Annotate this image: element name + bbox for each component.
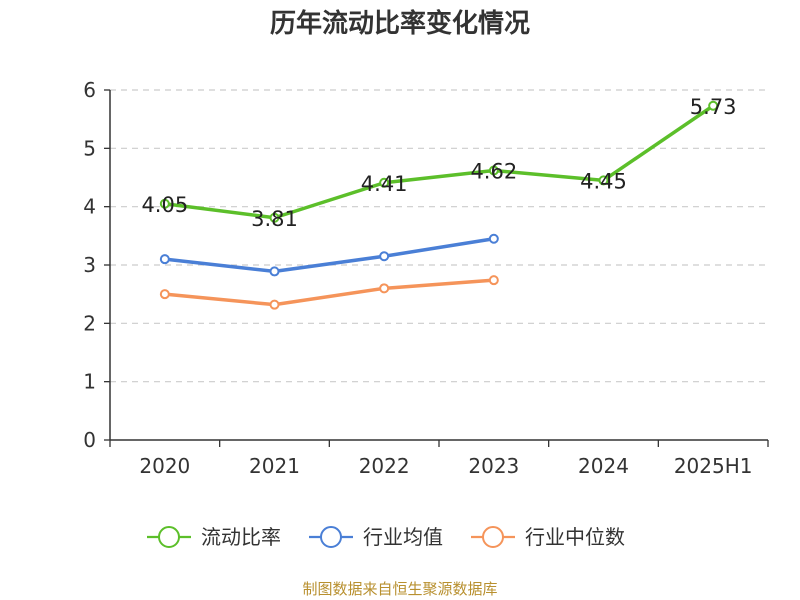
legend[interactable]: 流动比率 行业均值 行业中位数 [147,525,625,549]
x-tick-label: 2021 [249,454,300,478]
data-point[interactable] [379,177,390,188]
source-note: 制图数据来自恒生聚源数据库 [302,580,498,598]
data-label: 4.05 [141,193,188,217]
data-point[interactable] [708,100,719,111]
data-point[interactable] [488,275,499,286]
series-group: 4.05 3.81 4.41 4.62 4.45 5.73 [141,95,737,310]
y-tick-label: 4 [83,195,96,219]
legend-label: 行业均值 [363,525,443,549]
series-line [164,278,494,307]
series-0: 4.05 3.81 4.41 4.62 4.45 5.73 [141,95,736,231]
x-tick-label: 2023 [468,454,519,478]
x-tick-label: 2022 [359,454,410,478]
legend-marker-icon [320,526,342,548]
legend-label: 行业中位数 [525,525,625,549]
data-label: 4.62 [470,160,517,184]
data-point[interactable] [159,254,170,265]
data-point[interactable] [379,251,390,262]
axes: 0 1 2 3 4 5 6 2020 2021 2022 2023 2024 2025H1 [83,78,769,478]
data-point[interactable] [488,233,499,244]
legend-marker-icon [482,526,504,548]
series-2 [159,275,499,310]
data-point[interactable] [598,175,609,186]
legend-item-2[interactable]: 行业中位数 [471,525,625,549]
y-tick-label: 5 [83,136,96,160]
y-tick-label: 6 [83,78,96,102]
series-line [164,237,495,274]
data-label: 4.41 [361,172,408,196]
data-point[interactable] [379,283,390,294]
data-point[interactable] [269,299,280,310]
x-tick-label: 2025H1 [674,454,753,478]
data-label: 3.81 [251,207,298,231]
data-point[interactable] [269,212,280,223]
data-point[interactable] [269,266,280,277]
data-point[interactable] [488,165,499,176]
y-tick-label: 3 [83,253,96,277]
series-1 [159,233,499,277]
y-tick-label: 2 [83,311,96,335]
data-label: 5.73 [690,95,737,119]
y-tick-label: 1 [83,370,96,394]
legend-item-0[interactable]: 流动比率 [147,525,281,549]
legend-label: 流动比率 [201,525,281,549]
data-label: 4.45 [580,169,627,193]
chart-title: 历年流动比率变化情况 [270,8,530,39]
series-line [164,104,715,220]
data-point[interactable] [159,198,170,209]
data-point[interactable] [159,289,170,300]
y-tick-label: 0 [83,428,96,452]
legend-item-1[interactable]: 行业均值 [309,525,443,549]
x-tick-label: 2024 [578,454,629,478]
legend-marker-icon [158,526,180,548]
x-tick-label: 2020 [139,454,190,478]
